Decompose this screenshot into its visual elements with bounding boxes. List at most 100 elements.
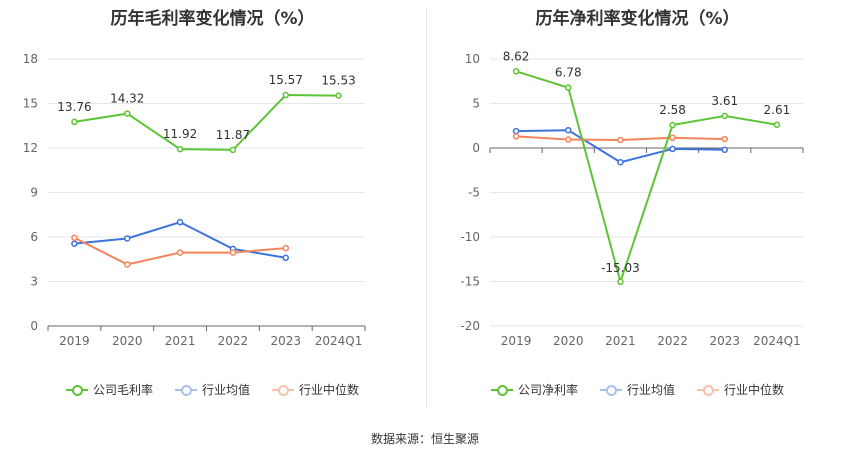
x-tick-label: 2020: [112, 334, 143, 348]
legend-label: 行业中位数: [724, 383, 785, 397]
data-label: 2.61: [764, 103, 791, 117]
legend-label: 行业均值: [201, 383, 250, 397]
data-point: [617, 158, 624, 166]
x-tick-label: 2020: [553, 334, 584, 348]
legend-label: 公司净利率: [517, 383, 578, 397]
data-label: 2.58: [659, 103, 686, 117]
x-tick-label: 2023: [709, 334, 740, 348]
data-point: [669, 134, 676, 142]
data-point: [176, 218, 184, 226]
data-label: 6.78: [555, 66, 582, 80]
y-tick-label: -10: [460, 230, 480, 244]
legend-line-icon: [65, 384, 88, 396]
y-tick-label: 10: [465, 52, 480, 66]
legend-item-company[interactable]: 公司毛利率: [65, 381, 153, 398]
data-point: [565, 84, 572, 91]
gross-margin-chart: 历年毛利率变化情况（%） 0 3 6 9 12 15 18 2019 2020 2021 2022 2…: [0, 0, 425, 420]
legend-label: 行业均值: [626, 383, 675, 397]
net-margin-plot: -20 -15 -10 -5 0 5 10 2019 2020 2021 2022 2023 2024Q…: [460, 49, 804, 348]
y-tick-label: 0: [30, 319, 38, 333]
data-point: [721, 146, 728, 154]
data-point: [721, 135, 728, 143]
y-tick-label: 0: [472, 141, 480, 155]
data-point: [512, 133, 520, 140]
data-label: 14.32: [110, 92, 144, 106]
data-point: [71, 118, 78, 126]
data-point: [282, 254, 289, 262]
x-tick-label: 2021: [605, 334, 636, 348]
y-tick-label: 6: [30, 230, 38, 244]
panel-divider: [426, 8, 427, 408]
legend-line-icon: [174, 384, 197, 396]
chart-title: 历年净利率变化情况（%）: [535, 9, 740, 29]
series-line: [515, 70, 778, 286]
legend-item-company[interactable]: 公司净利率: [490, 381, 578, 398]
data-label: 11.87: [216, 128, 250, 142]
legend: 公司毛利率 行业均值 行业中位数: [0, 381, 425, 398]
data-point: [565, 136, 572, 143]
net-margin-chart: 历年净利率变化情况（%） -20 -15 -10 -5 0 5 10 2019 2020 2021…: [425, 0, 850, 420]
series-line: [516, 129, 725, 164]
data-point: [282, 244, 289, 252]
data-point: [617, 278, 624, 286]
data-label: 15.53: [321, 74, 355, 88]
series-line: [74, 94, 339, 151]
x-tick-label: 2019: [501, 334, 532, 348]
data-point: [71, 240, 78, 247]
y-tick-label: 18: [23, 52, 38, 66]
data-point: [335, 92, 342, 99]
y-tick-label: 9: [30, 186, 38, 200]
legend-item-industry-mean[interactable]: 行业均值: [599, 381, 675, 398]
legend-item-industry-median[interactable]: 行业中位数: [272, 381, 359, 398]
data-point: [124, 235, 131, 242]
data-point: [565, 126, 572, 134]
x-tick-label: 2022: [218, 334, 249, 348]
legend-item-industry-median[interactable]: 行业中位数: [697, 381, 784, 398]
data-point: [71, 234, 78, 241]
y-tick-label: 3: [30, 275, 38, 289]
data-point: [512, 68, 520, 75]
data-point: [721, 112, 728, 120]
data-label: 8.62: [503, 49, 530, 63]
legend-item-industry-mean[interactable]: 行业均值: [174, 381, 250, 398]
data-label: 15.57: [269, 73, 303, 87]
y-tick-label: 12: [23, 141, 38, 155]
legend-label: 公司毛利率: [92, 383, 153, 397]
data-point: [773, 121, 781, 129]
x-tick-label: 2022: [657, 334, 688, 348]
data-label: 11.92: [163, 127, 197, 141]
data-point: [669, 145, 676, 153]
x-tick-label: 2021: [165, 334, 196, 348]
data-label: 13.76: [57, 100, 91, 114]
data-label: -15.03: [601, 261, 640, 275]
chart-title: 历年毛利率变化情况（%）: [110, 9, 315, 29]
data-point: [124, 110, 131, 117]
gross-margin-plot: 0 3 6 9 12 15 18 2019 2020 2021 2022 2023 2024Q1 13.7…: [23, 52, 366, 348]
y-tick-label: -5: [468, 186, 480, 200]
legend-line-icon: [599, 384, 622, 396]
x-tick-label: 2019: [59, 334, 90, 348]
x-tick-label: 2024Q1: [315, 334, 363, 348]
legend-line-icon: [272, 384, 294, 396]
data-point: [176, 145, 184, 153]
data-point: [282, 91, 289, 99]
legend-label: 行业中位数: [299, 383, 360, 397]
x-tick-label: 2023: [270, 334, 301, 348]
legend-line-icon: [697, 384, 719, 396]
data-point: [229, 146, 237, 154]
legend-line-icon: [490, 384, 513, 396]
data-point: [512, 127, 520, 135]
data-label: 3.61: [711, 94, 738, 108]
data-point: [617, 136, 624, 144]
data-point: [124, 261, 131, 268]
y-tick-label: -15: [460, 275, 480, 289]
y-tick-label: 5: [472, 97, 480, 111]
legend: 公司净利率 行业均值 行业中位数: [425, 381, 850, 398]
data-point: [229, 249, 237, 256]
y-tick-label: -20: [460, 319, 480, 333]
data-point: [669, 121, 676, 129]
y-tick-label: 15: [23, 97, 38, 111]
data-point: [176, 249, 184, 256]
data-source-note: 数据来源：恒生聚源: [370, 432, 479, 446]
x-tick-label: 2024Q1: [753, 334, 801, 348]
